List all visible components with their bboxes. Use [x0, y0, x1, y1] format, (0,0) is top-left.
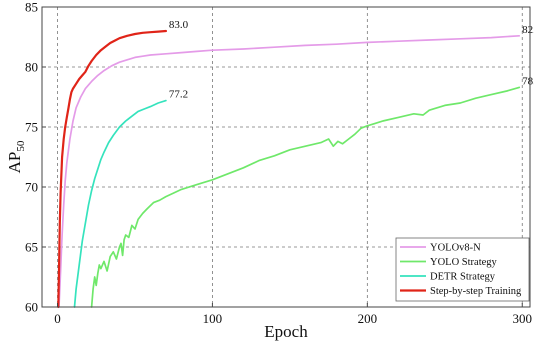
plot-frame [41, 6, 531, 308]
series-end-label: 83.0 [169, 19, 189, 31]
y-axis-title-subscript: 50 [15, 140, 27, 152]
y-axis-title: AP50 [5, 140, 27, 173]
legend-label: YOLOv8-N [430, 243, 481, 254]
y-tick-label: 60 [25, 300, 38, 315]
y-tick-label: 80 [25, 60, 38, 75]
series-line-3 [57, 29, 167, 309]
series-end-label: 82.6 [522, 24, 534, 36]
grid-lines [42, 7, 530, 307]
x-tick-label: 0 [54, 311, 61, 326]
x-axis-title: Epoch [264, 322, 308, 341]
axis-ticks: 0 100 200 300 60 65 70 75 80 85 [25, 0, 532, 326]
y-tick-label: 65 [25, 240, 38, 255]
series-end-label: 77.2 [169, 89, 188, 101]
series-line-2 [73, 99, 167, 308]
legend-label: Step-by-step Training [430, 286, 522, 297]
series-end-label: 78.3 [522, 75, 534, 87]
legend-label: DETR Strategy [430, 272, 496, 283]
legend-label: YOLO Strategy [430, 257, 498, 268]
series-line-0 [58, 34, 521, 308]
end-labels: 82.6 78.3 77.2 83.0 [169, 19, 534, 101]
x-tick-label: 300 [513, 311, 533, 326]
y-tick-label: 85 [25, 0, 38, 15]
x-tick-label: 200 [358, 311, 378, 326]
series-line-1 [90, 86, 521, 308]
y-tick-label: 70 [25, 180, 38, 195]
y-tick-label: 75 [25, 120, 38, 135]
series-lines [57, 29, 521, 309]
legend: YOLOv8-N YOLO Strategy DETR Strategy Step-b… [395, 237, 530, 302]
x-tick-label: 100 [203, 311, 223, 326]
y-axis-title-main: AP [5, 152, 24, 174]
